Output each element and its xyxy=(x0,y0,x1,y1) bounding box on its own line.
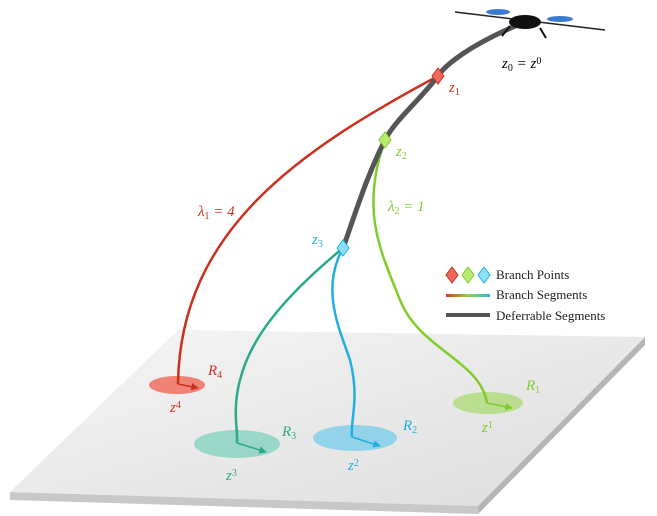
branches xyxy=(176,74,513,454)
branch-label: z3 xyxy=(311,232,323,250)
legend-label: Branch Segments xyxy=(496,287,587,302)
label-part: = z xyxy=(513,56,537,72)
labels: z0 = z0 z1 z2 z3 λ1 = 4 λ2 = 1 R1 R2 R3 … xyxy=(169,56,541,484)
region-label: R3 xyxy=(281,424,296,442)
lambda-label: λ2 = 1 xyxy=(387,199,425,217)
region-label: R4 xyxy=(207,363,222,381)
region-label: R1 xyxy=(525,378,540,396)
root-label: z0 = z0 xyxy=(501,56,541,74)
goal-label: z1 xyxy=(481,420,493,436)
label-part: = 4 xyxy=(210,204,236,220)
platform xyxy=(10,330,645,514)
label-part: 2 xyxy=(412,425,417,436)
label-part: z xyxy=(311,232,318,248)
label-part: 3 xyxy=(232,468,237,479)
label-part: 4 xyxy=(217,370,222,381)
goal-label: z4 xyxy=(169,400,181,416)
label-part: 1 xyxy=(205,211,210,222)
label-part: R xyxy=(281,424,291,440)
label-part: R xyxy=(525,378,535,394)
label-part: 1 xyxy=(455,87,460,98)
label-part: 3 xyxy=(291,431,296,442)
goal-label: z2 xyxy=(347,458,359,474)
legend: Branch Points Branch Segments Deferrable… xyxy=(445,266,605,323)
legend-label: Deferrable Segments xyxy=(496,308,605,323)
branch-points xyxy=(336,67,445,257)
label-part: 2 xyxy=(402,151,407,162)
label-part: R xyxy=(402,418,412,434)
branch-label: z1 xyxy=(448,80,460,98)
label-part: 2 xyxy=(354,458,359,469)
label-part: R xyxy=(207,363,217,379)
lambda-label: λ1 = 4 xyxy=(197,204,235,222)
label-part: z xyxy=(225,468,232,484)
region-label: R2 xyxy=(402,418,417,436)
deferrable-segment xyxy=(340,21,521,249)
label-part: z xyxy=(448,80,455,96)
label-part: 0 xyxy=(536,56,541,67)
label-part: z xyxy=(481,420,488,436)
label-part: z xyxy=(501,56,508,72)
drone xyxy=(454,9,606,39)
goal-label: z3 xyxy=(225,468,237,484)
label-part: 4 xyxy=(176,400,181,411)
label-part: 1 xyxy=(535,385,540,396)
legend-label: Branch Points xyxy=(496,267,569,282)
label-part: = 1 xyxy=(400,199,425,215)
label-part: 1 xyxy=(488,420,493,431)
label-part: 2 xyxy=(395,206,400,217)
label-part: 0 xyxy=(508,63,513,74)
label-part: λ xyxy=(197,204,205,220)
label-part: z xyxy=(169,400,176,416)
label-part: z xyxy=(347,458,354,474)
branch-label: z2 xyxy=(395,144,407,162)
label-part: λ xyxy=(387,199,395,215)
label-part: z xyxy=(395,144,402,160)
label-part: 3 xyxy=(318,239,323,250)
